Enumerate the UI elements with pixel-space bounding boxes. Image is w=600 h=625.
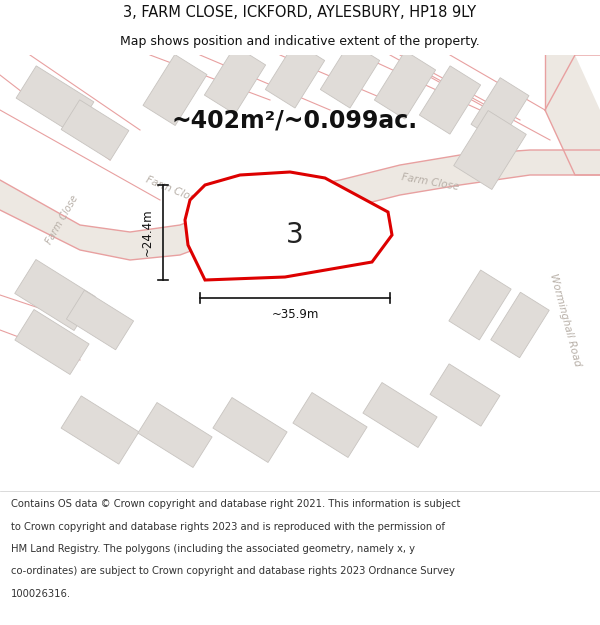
Polygon shape bbox=[320, 42, 380, 108]
Polygon shape bbox=[265, 42, 325, 108]
Polygon shape bbox=[471, 78, 529, 142]
Polygon shape bbox=[16, 66, 94, 134]
Text: HM Land Registry. The polygons (including the associated geometry, namely x, y: HM Land Registry. The polygons (includin… bbox=[11, 544, 415, 554]
Text: Contains OS data © Crown copyright and database right 2021. This information is : Contains OS data © Crown copyright and d… bbox=[11, 499, 460, 509]
Polygon shape bbox=[449, 270, 511, 340]
Polygon shape bbox=[15, 259, 95, 331]
Polygon shape bbox=[185, 172, 392, 280]
Text: 100026316.: 100026316. bbox=[11, 589, 71, 599]
Polygon shape bbox=[430, 364, 500, 426]
Text: 3: 3 bbox=[286, 221, 304, 249]
Polygon shape bbox=[293, 392, 367, 458]
Polygon shape bbox=[0, 180, 240, 260]
Polygon shape bbox=[205, 46, 266, 114]
Polygon shape bbox=[545, 55, 600, 175]
Text: Worminghall Road: Worminghall Road bbox=[548, 272, 582, 368]
Polygon shape bbox=[61, 396, 139, 464]
Polygon shape bbox=[61, 100, 129, 160]
Text: co-ordinates) are subject to Crown copyright and database rights 2023 Ordnance S: co-ordinates) are subject to Crown copyr… bbox=[11, 566, 455, 576]
Polygon shape bbox=[374, 51, 436, 119]
Polygon shape bbox=[67, 290, 134, 350]
Polygon shape bbox=[143, 54, 207, 126]
Text: 3, FARM CLOSE, ICKFORD, AYLESBURY, HP18 9LY: 3, FARM CLOSE, ICKFORD, AYLESBURY, HP18 … bbox=[124, 4, 476, 19]
Text: to Crown copyright and database rights 2023 and is reproduced with the permissio: to Crown copyright and database rights 2… bbox=[11, 522, 445, 532]
Polygon shape bbox=[419, 66, 481, 134]
Polygon shape bbox=[15, 309, 89, 374]
Polygon shape bbox=[213, 398, 287, 462]
Text: ~402m²/~0.099ac.: ~402m²/~0.099ac. bbox=[172, 108, 418, 132]
Text: Farm Close: Farm Close bbox=[44, 194, 80, 246]
Text: Farm Close: Farm Close bbox=[144, 174, 202, 206]
Polygon shape bbox=[491, 292, 549, 357]
Text: ~24.4m: ~24.4m bbox=[140, 209, 154, 256]
Polygon shape bbox=[230, 150, 600, 225]
Text: Farm Close: Farm Close bbox=[400, 172, 460, 192]
Polygon shape bbox=[454, 111, 526, 189]
Text: Map shows position and indicative extent of the property.: Map shows position and indicative extent… bbox=[120, 35, 480, 48]
Polygon shape bbox=[363, 382, 437, 448]
Text: ~35.9m: ~35.9m bbox=[271, 308, 319, 321]
Polygon shape bbox=[138, 402, 212, 468]
